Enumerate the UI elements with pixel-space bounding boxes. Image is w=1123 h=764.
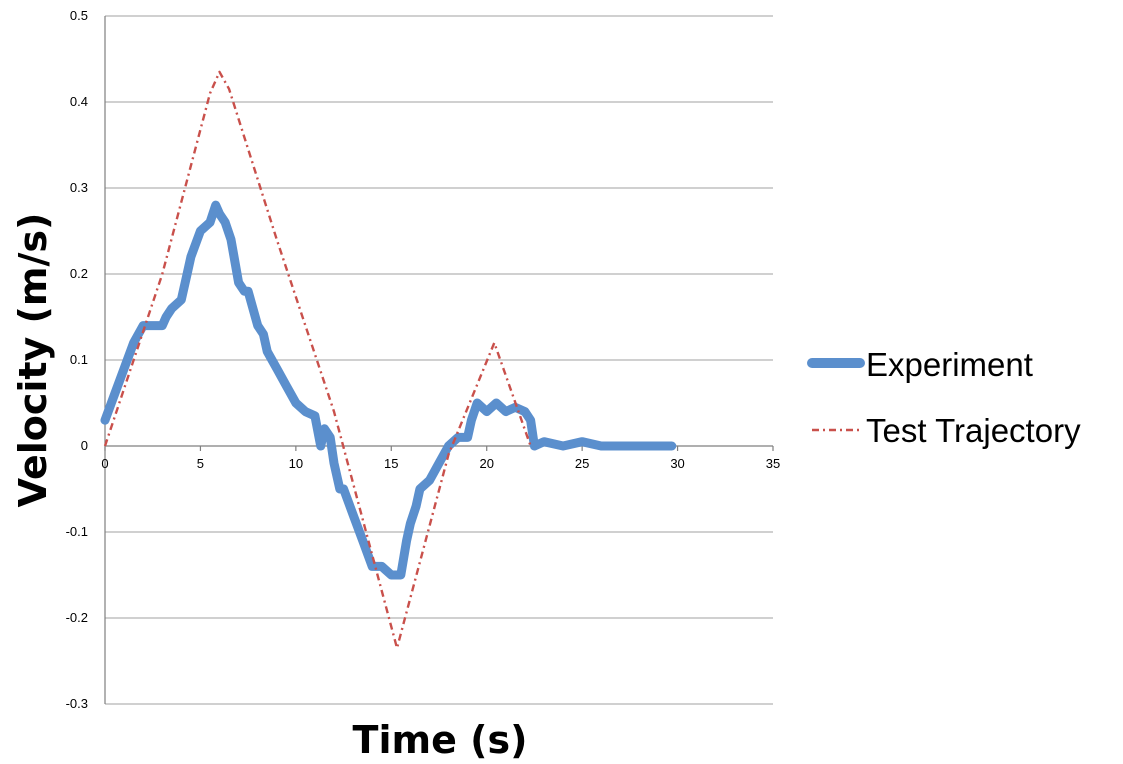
y-tick-label: -0.1 [66, 524, 88, 539]
y-tick-label: 0 [81, 438, 88, 453]
y-tick-label: 0.2 [70, 266, 88, 281]
y-tick-label: -0.3 [66, 696, 88, 711]
y-axis-title: Velocity (m/s) [11, 213, 55, 508]
y-tick-label: 0.1 [70, 352, 88, 367]
x-tick-label: 25 [575, 456, 589, 471]
x-axis-title: Time (s) [353, 718, 528, 762]
y-tick-label: 0.5 [70, 8, 88, 23]
legend: Experiment Test Trajectory [807, 346, 1081, 449]
x-tick-label: 5 [197, 456, 204, 471]
x-tick-label: 10 [289, 456, 303, 471]
x-tick-label: 35 [766, 456, 780, 471]
x-tick-label: 20 [479, 456, 493, 471]
x-tick-labels: 0 5 10 15 20 25 30 35 [101, 456, 780, 471]
y-tick-label: 0.3 [70, 180, 88, 195]
y-tick-label: 0.4 [70, 94, 88, 109]
series [100, 70, 677, 650]
series-line-test-trajectory [103, 70, 532, 650]
x-tick-label: 30 [670, 456, 684, 471]
x-tick-label: 0 [101, 456, 108, 471]
y-tick-labels: -0.3 -0.2 -0.1 0 0.1 0.2 0.3 0.4 0.5 [66, 8, 88, 711]
x-tick-label: 15 [384, 456, 398, 471]
legend-label-test-trajectory: Test Trajectory [866, 412, 1081, 449]
y-tick-label: -0.2 [66, 610, 88, 625]
gridlines [105, 15, 773, 705]
series-line-experiment [100, 200, 677, 580]
legend-label-experiment: Experiment [866, 346, 1033, 383]
